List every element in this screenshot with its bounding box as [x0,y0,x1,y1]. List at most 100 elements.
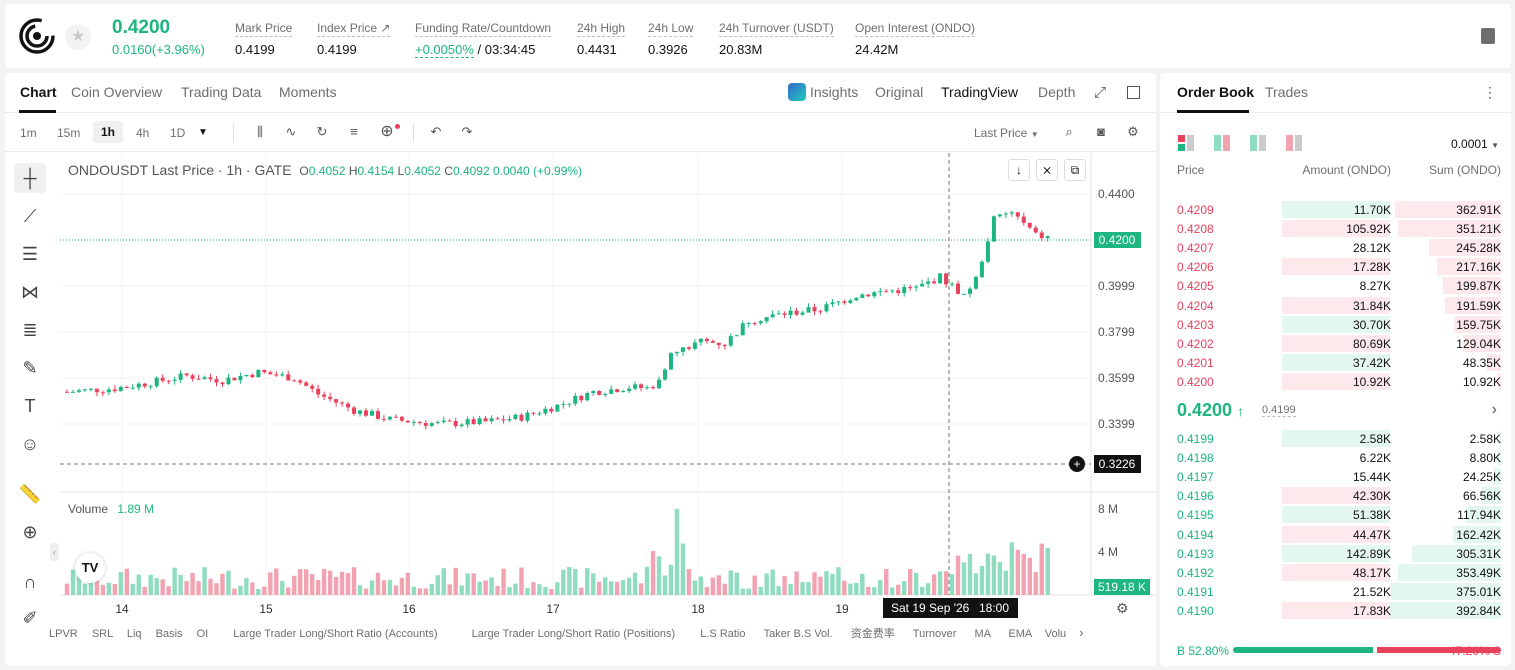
magnet-icon[interactable]: ∩ [23,572,37,592]
indicator-ls-positions[interactable]: Large Trader Long/Short Ratio (Positions… [471,628,676,640]
tab-order-book[interactable]: Order Book [1177,84,1255,100]
ask-row[interactable]: 0.4207 28.12K 245.28K [1160,238,1511,257]
bid-row[interactable]: 0.4192 48.17K 353.49K [1160,563,1511,582]
bid-row[interactable]: 0.4194 44.47K 162.42K [1160,525,1511,544]
book-view-asks-icon[interactable] [1286,135,1302,151]
horizontal-lines-icon[interactable]: ☰ [21,244,39,264]
brush-icon[interactable]: ✎ [22,358,38,378]
original-tab[interactable]: Original [875,84,924,100]
fib-icon[interactable]: ≣ [22,320,38,340]
undo-icon[interactable]: ↶ [430,124,442,139]
ask-row[interactable]: 0.4200 10.92K 10.92K [1160,372,1511,391]
ruler-icon[interactable]: 📏 [18,484,42,504]
lock-drawing-icon[interactable]: ✐ [22,608,38,628]
price-type-select[interactable]: Last Price ▼ [974,126,1039,140]
redo-icon[interactable]: ↷ [461,124,473,139]
favorite-star-icon[interactable]: ★ [65,24,91,50]
candle-body [878,291,883,293]
scroll-down-icon[interactable]: ↓ [1008,159,1030,181]
timeframe-1m[interactable]: 1m [20,126,37,140]
book-view-bids-icon[interactable] [1250,135,1266,151]
indicator-oi[interactable]: OI [196,628,209,640]
collapse-icon[interactable]: ⨯ [1036,159,1058,181]
timeframe-1d[interactable]: 1D [170,126,186,140]
pattern-icon[interactable]: ⋈ [21,282,39,302]
candlestick-icon[interactable]: ⫼ [257,124,263,139]
tab-chart[interactable]: Chart [20,84,57,100]
book-view-split-icon[interactable] [1214,135,1230,151]
indicator-taker-vol[interactable]: Taker B.S Vol. [763,628,833,640]
indicator-icon[interactable]: ∿ [285,124,297,139]
zoom-in-icon[interactable]: ⊕ [22,522,38,542]
bid-row[interactable]: 0.4198 6.22K 8.80K [1160,448,1511,467]
indicator-ls-accounts[interactable]: Large Trader Long/Short Ratio (Accounts) [233,628,438,640]
fullscreen-icon[interactable] [1127,86,1140,99]
indicator-volume[interactable]: Volu [1044,628,1067,640]
document-icon[interactable] [1481,28,1495,44]
indicator-funding-rate[interactable]: 资金费率 [850,628,895,640]
ask-row[interactable]: 0.4205 8.27K 199.87K [1160,276,1511,295]
ask-row[interactable]: 0.4206 17.28K 217.16K [1160,257,1511,276]
book-view-both-icon[interactable] [1178,135,1194,151]
tradingview-tab[interactable]: TradingView [941,84,1019,100]
more-options-icon[interactable]: ⋮ [1483,84,1497,100]
ask-row[interactable]: 0.4201 37.42K 48.35K [1160,353,1511,372]
bid-row[interactable]: 0.4190 17.83K 392.84K [1160,601,1511,620]
timeframe-4h[interactable]: 4h [136,126,150,140]
camera-icon[interactable]: ◙ [1097,124,1105,139]
text-tool-icon[interactable]: T [24,396,36,416]
bid-row[interactable]: 0.4195 51.38K 117.94K [1160,505,1511,524]
insights-tab[interactable]: Insights [810,84,859,100]
collapse-toolbar-handle[interactable]: ‹ [50,543,59,561]
timeframe-15m[interactable]: 15m [57,126,81,140]
indicator-srl[interactable]: SRL [91,628,113,640]
candle-body [304,382,309,386]
indicator-ls-ratio[interactable]: L.S Ratio [700,628,746,640]
indicator-lpvr[interactable]: LPVR [49,628,78,640]
ask-row[interactable]: 0.4202 80.69K 129.04K [1160,334,1511,353]
add-alert-icon[interactable]: + [1069,456,1085,472]
indicator-basis[interactable]: Basis [155,628,183,640]
indicator-liq[interactable]: Liq [126,628,142,640]
turnover-24h-value: 20.83M [719,42,763,57]
candle-body [124,387,129,389]
candlestick-chart[interactable]: 0.4400 0.3999 0.3799 0.3599 0.3399 14 15 16 17 18… [5,73,1156,666]
ask-row[interactable]: 0.4208 105.92K 351.21K [1160,219,1511,238]
depth-tab[interactable]: Depth [1038,84,1076,100]
expand-icon[interactable]: ⤢ [1094,84,1107,101]
bid-row[interactable]: 0.4196 42.30K 66.56K [1160,486,1511,505]
axis-settings-icon[interactable]: ⚙ [1116,600,1129,616]
funding-rate-value: +0.0050% / 03:34:45 [415,42,536,58]
add-indicator-icon[interactable]: ⊕ [380,123,394,140]
depth-amount-bar [1282,430,1390,447]
bid-row[interactable]: 0.4197 15.44K 24.25K [1160,467,1511,486]
ask-row[interactable]: 0.4209 11.70K 362.91K [1160,200,1511,219]
emoji-icon[interactable]: ☺ [20,434,40,454]
precision-select[interactable]: 0.0001 ▼ [1451,137,1499,151]
templates-icon[interactable]: ≡ [350,124,358,139]
tab-moments[interactable]: Moments [279,84,337,100]
settings-gear-icon[interactable]: ⚙ [1127,124,1139,139]
search-icon[interactable]: ⌕ [1065,124,1073,139]
indicator-ema[interactable]: EMA [1008,628,1032,640]
trend-line-icon[interactable]: ⟋ [23,206,37,226]
replay-icon[interactable]: ↻ [316,124,328,139]
tab-coin-overview[interactable]: Coin Overview [71,84,163,100]
index-price-stat[interactable]: Index Price ↗ 0.4199 [317,19,391,57]
chevron-right-icon[interactable]: › [1491,401,1497,418]
ask-row[interactable]: 0.4203 30.70K 159.75K [1160,315,1511,334]
candle-body [65,391,69,393]
chevron-right-icon[interactable]: › [1079,625,1084,640]
tab-trades[interactable]: Trades [1265,84,1309,100]
bid-row[interactable]: 0.4191 21.52K 375.01K [1160,582,1511,601]
maximize-pane-icon[interactable]: ⧉ [1064,159,1086,181]
tab-trading-data[interactable]: Trading Data [181,84,262,100]
bid-row[interactable]: 0.4199 2.58K 2.58K [1160,429,1511,448]
bid-row[interactable]: 0.4193 142.89K 305.31K [1160,544,1511,563]
timeframe-1h[interactable]: 1h [93,121,124,143]
ask-row[interactable]: 0.4204 31.84K 191.59K [1160,296,1511,315]
timeframe-dropdown-icon[interactable]: ▼ [198,127,208,138]
indicator-turnover[interactable]: Turnover [912,628,957,640]
crosshair-icon[interactable]: ┼ [14,163,46,193]
indicator-ma[interactable]: MA [974,628,991,640]
